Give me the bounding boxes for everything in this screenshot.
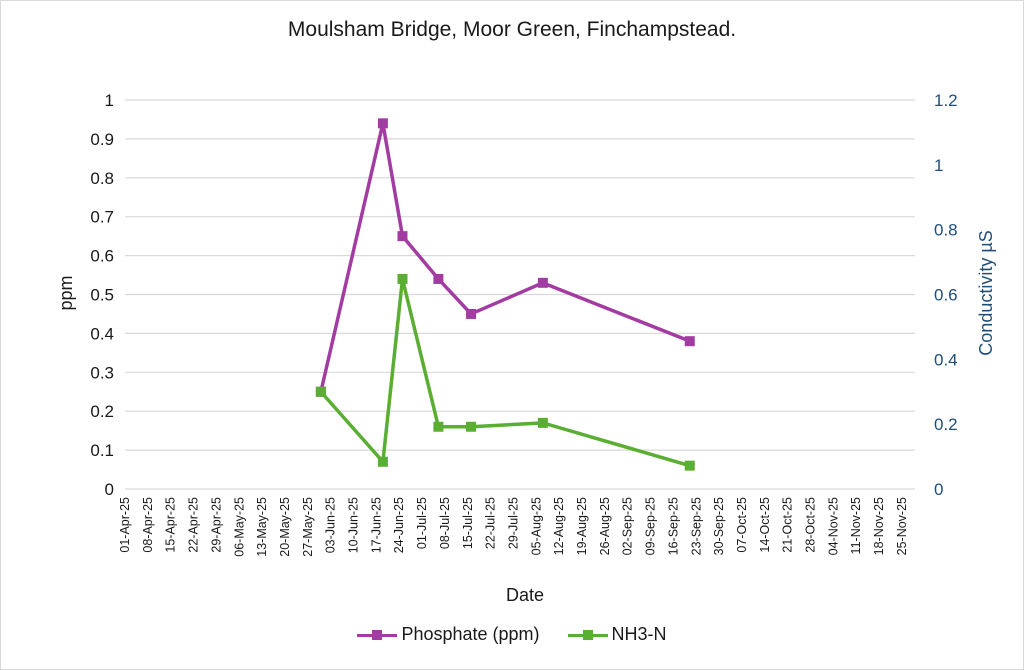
x-tick-label: 01-Apr-25 (118, 497, 132, 553)
x-tick-label: 15-Jul-25 (461, 497, 475, 549)
gridlines (125, 99, 915, 490)
x-tick-label: 07-Oct-25 (735, 497, 749, 553)
x-tick-label: 29-Apr-25 (209, 497, 223, 553)
data-point (684, 460, 695, 471)
y-tick-label: 0.5 (90, 286, 114, 305)
x-tick-label: 22-Jul-25 (484, 497, 498, 549)
y2-tick-label: 0.4 (934, 350, 958, 369)
x-tick-label: 03-Jun-25 (324, 497, 338, 553)
x-tick-label: 08-Jul-25 (438, 497, 452, 549)
y2-tick-label: 0.2 (934, 415, 958, 434)
y-tick-label: 0.2 (90, 402, 114, 421)
data-point (433, 421, 444, 432)
chart-title: Moulsham Bridge, Moor Green, Finchampste… (287, 18, 737, 41)
x-tick-label: 17-Jun-25 (369, 497, 383, 553)
legend-swatch (567, 628, 608, 642)
x-tick-label: 01-Jul-25 (415, 497, 429, 549)
legend-label: Phosphate (ppm) (401, 624, 540, 644)
y2-tick-label: 0.6 (934, 286, 958, 305)
x-tick-label: 30-Sep-25 (712, 497, 726, 555)
data-point (537, 277, 548, 288)
y-tick-label: 0.7 (90, 208, 114, 227)
y2-tick-label: 1 (934, 156, 943, 175)
x-tick-label: 05-Aug-25 (529, 497, 543, 555)
x-tick-label: 10-Jun-25 (347, 497, 361, 553)
legend-swatch (357, 628, 398, 642)
left-axis-ticks: 0 0.1 0.2 0.3 0.4 0.5 0.6 0.7 0.8 0.9 1 (90, 91, 114, 499)
data-point (315, 386, 326, 397)
data-point (377, 456, 388, 467)
legend-item: Phosphate (ppm) (357, 624, 540, 645)
x-tick-label: 13-May-25 (255, 497, 269, 557)
y-tick-label: 1 (105, 91, 114, 110)
data-point (466, 421, 477, 432)
x-tick-label: 28-Oct-25 (804, 497, 818, 553)
x-tick-label: 27-May-25 (301, 497, 315, 557)
x-tick-label: 15-Apr-25 (164, 497, 178, 553)
data-point (433, 273, 444, 284)
legend-item: NH3-N (567, 624, 667, 645)
y-tick-label: 0.8 (90, 169, 114, 188)
legend-label: NH3-N (611, 624, 667, 644)
x-tick-label: 06-May-25 (232, 497, 246, 557)
y2-tick-label: 1.2 (934, 91, 958, 110)
data-point (466, 308, 477, 319)
x-tick-label: 04-Nov-25 (826, 497, 840, 555)
x-tick-label: 29-Jul-25 (506, 497, 520, 549)
x-tick-label: 11-Nov-25 (849, 497, 863, 554)
x-tick-label: 19-Aug-25 (575, 497, 589, 555)
x-tick-label: 14-Oct-25 (758, 497, 772, 553)
y2-axis-title: Conductivity µS (976, 230, 996, 355)
data-point (684, 336, 695, 347)
x-tick-label: 22-Apr-25 (187, 497, 201, 553)
y2-tick-label: 0.8 (934, 221, 958, 240)
y-axis-title: ppm (56, 275, 76, 310)
y-tick-label: 0.9 (90, 130, 114, 149)
x-tick-label: 12-Aug-25 (552, 497, 566, 555)
x-tick-label: 20-May-25 (278, 497, 292, 557)
y-tick-label: 0 (105, 480, 114, 499)
data-point (537, 417, 548, 428)
x-axis-ticks: 01-Apr-25 08-Apr-25 15-Apr-25 22-Apr-25 29-A… (118, 497, 909, 557)
x-tick-label: 16-Sep-25 (666, 497, 680, 555)
x-tick-label: 23-Sep-25 (689, 497, 703, 555)
data-point (377, 118, 388, 129)
x-tick-label: 08-Apr-25 (141, 497, 155, 553)
x-tick-label: 21-Oct-25 (781, 497, 795, 553)
y-tick-label: 0.4 (90, 324, 114, 343)
x-axis-title: Date (506, 585, 544, 605)
x-tick-label: 26-Aug-25 (598, 497, 612, 555)
legend: Phosphate (ppm) NH3-N (0, 624, 1024, 645)
series-layer (315, 118, 695, 471)
x-tick-label: 25-Nov-25 (895, 497, 909, 555)
x-tick-label: 02-Sep-25 (621, 497, 635, 555)
x-tick-label: 24-Jun-25 (392, 497, 406, 553)
data-point (397, 273, 408, 284)
y-tick-label: 0.6 (90, 247, 114, 266)
series-line (319, 121, 691, 393)
data-point (397, 231, 408, 242)
y-tick-label: 0.1 (90, 441, 114, 460)
right-axis-ticks: 0 0.2 0.4 0.6 0.8 1 1.2 (934, 91, 958, 499)
x-tick-label: 18-Nov-25 (872, 497, 886, 555)
y-tick-label: 0.3 (90, 363, 114, 382)
y2-tick-label: 0 (934, 480, 943, 499)
x-tick-label: 09-Sep-25 (644, 497, 658, 555)
